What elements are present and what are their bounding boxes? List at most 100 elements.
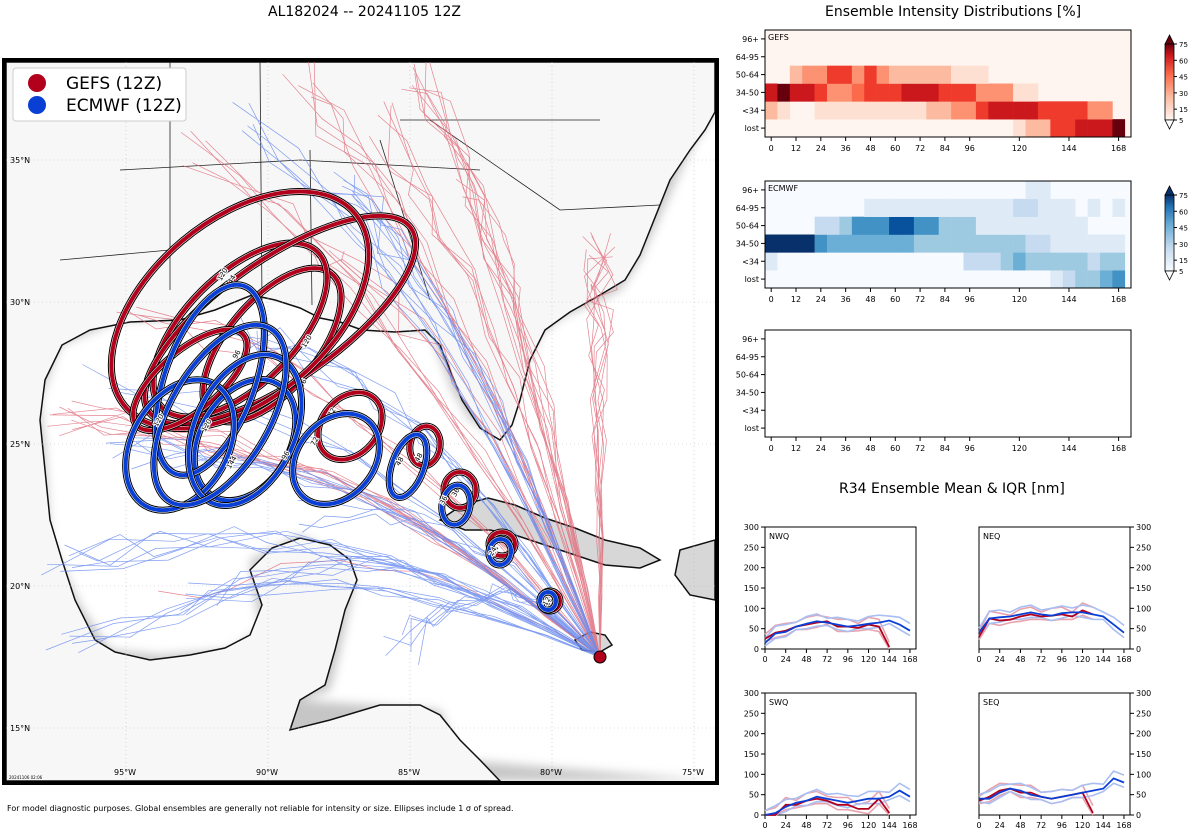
x-tick-label: 96 [843,655,853,664]
x-tick-label: 60 [890,444,900,453]
heatmap-cell [889,216,902,235]
x-tick-label: 48 [801,655,811,664]
heatmap-cell [864,234,877,253]
member-track [41,533,601,658]
heatmap-cell [1050,198,1064,217]
x-tick-label: 36 [841,444,851,453]
member-track [125,446,601,658]
legend-gefs-label: GEFS (12Z) [66,74,162,94]
member-track [455,178,601,658]
x-tick-label: 144 [1061,444,1076,453]
heatmap-cell [814,101,828,120]
heatmap-cell [1025,198,1039,217]
heatmap-cell [1062,101,1076,120]
r34-quadrant-label: NWQ [769,532,789,541]
member-track [180,566,601,658]
heatmap-cell [1112,119,1126,138]
member-track [190,130,601,658]
x-tick-label: 84 [940,144,950,153]
heatmap-cell [851,234,865,253]
y-tick-label: 150 [744,584,759,593]
heatmap-cell [864,83,877,102]
x-tick-label: 120 [1012,295,1027,304]
heatmap-cell [975,234,989,253]
heatmap-cell [913,101,927,120]
member-track [424,62,601,658]
heatmap-cell [802,234,815,253]
x-tick-label: 120 [861,655,876,664]
intensity-title: Ensemble Intensity Distributions [%] [825,4,1082,20]
heatmap-cell [839,252,853,271]
member-track [60,526,601,658]
heatmap-cell [765,83,778,102]
heatmap-cell [1062,119,1076,138]
x-tick-label: 60 [890,144,900,153]
heatmap-cell [876,83,890,102]
heatmap-cell [876,252,890,271]
y-tick-label: 34-50 [736,88,759,97]
r34-panel-seq: SEQ 0 50 100 150 200 250 300 0 24 48 72 96 120 144 168 [976,689,1151,830]
y-tick-label: 50-64 [736,371,759,380]
heatmap-cell [951,83,964,102]
y-tick-label: 96+ [742,335,759,344]
x-tick-label: 84 [940,295,950,304]
member-track [334,197,601,658]
heatmap-cell [1013,101,1026,120]
y-tick-label: 50 [1136,625,1146,634]
map-legend: GEFS (12Z) ECMWF (12Z) [12,67,187,122]
y-tick-label: 300 [1136,689,1151,698]
y-tick-label: 0 [754,645,759,654]
member-track [45,587,601,658]
y-tick-label: 64-95 [736,53,759,62]
gefs-ellipse [151,241,329,419]
x-tick-label: 24 [816,444,826,453]
heatmap-cell [889,252,902,271]
heatmap-cell [938,83,952,102]
heatmap-cell [951,65,964,84]
y-tick-label: 300 [744,689,759,698]
x-tick-label: 144 [882,821,897,830]
heatmap-cell [1050,119,1064,138]
heatmap-frame [764,29,1132,138]
y-tick-label: 0 [1136,645,1141,654]
x-tick-label: 48 [865,144,875,153]
heatmap-cell [1075,252,1088,271]
x-tick-label: 0 [762,821,767,830]
heatmap-cell [1099,270,1113,289]
heatmap-cell [765,101,778,120]
heatmap-cell [889,83,902,102]
colorbar-tick-label: 30 [1179,90,1188,98]
ecmwf-ellipse [186,352,304,508]
x-tick-label: 72 [822,655,832,664]
heatmap-cell [1025,234,1039,253]
heatmap-cell [814,252,828,271]
heatmap-cell [876,65,890,84]
x-tick-label: 48 [1015,821,1025,830]
heatmap-cell [901,216,915,235]
member-track [185,563,601,658]
heatmap-cell [975,65,989,84]
heatmap-cell [938,216,952,235]
lon-label: 75°W [682,768,704,777]
colorbar-tick-label: 5 [1179,268,1183,276]
heatmap-cell [926,252,939,271]
y-tick-label: 250 [744,709,759,718]
ecmwf-ellipse [153,282,267,478]
heatmap-cell [975,198,989,217]
x-tick-label: 120 [861,821,876,830]
lat-label: 15°N [10,724,30,733]
y-tick-label: 100 [1136,604,1151,613]
colorbar-tick-label: 5 [1179,117,1183,125]
heatmap-cell [1050,234,1064,253]
heatmap-cell [1062,216,1076,235]
gefs-ellipse [142,213,418,427]
r34-ecmwf-mean-line [764,789,911,816]
member-track [383,101,601,658]
member-track [185,557,601,658]
heatmap-cell [963,234,977,253]
y-tick-label: 100 [744,770,759,779]
y-tick-label: 64-95 [736,353,759,362]
x-tick-label: 72 [915,444,925,453]
heatmap-cell [1037,234,1051,253]
r34-panel-swq: SWQ 0 50 100 150 200 250 300 0 24 48 72 96 120 144 168 [744,689,918,830]
